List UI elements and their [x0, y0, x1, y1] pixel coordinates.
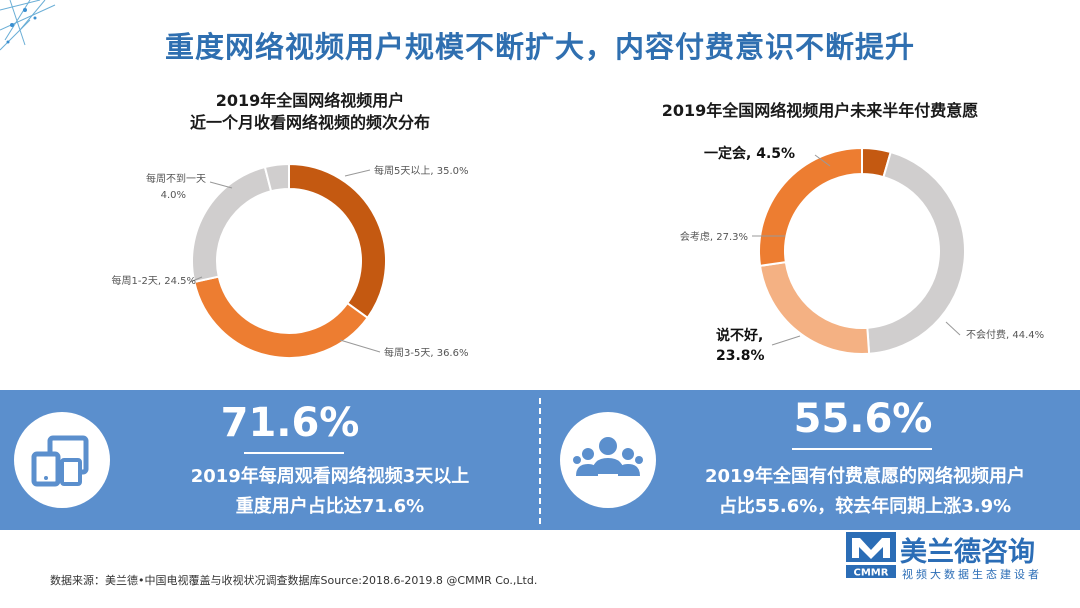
- chart1-title-line1: 2019年全国网络视频用户: [215, 91, 405, 110]
- data-source: 数据来源：美兰德•中国电视覆盖与收视状况调查数据库Source:2018.6-2…: [50, 574, 538, 587]
- band-divider: [539, 398, 541, 524]
- label-less-than-weekly-name: 每周不到一天: [146, 172, 206, 185]
- stat2-underline: [792, 448, 932, 450]
- donut1-slice-0: [288, 162, 387, 320]
- stat1-number: 71.6%: [220, 400, 360, 446]
- label-definitely: 一定会, 4.5%: [704, 145, 795, 162]
- devices-icon: [14, 412, 110, 508]
- chart1-title-line2: 近一个月收看网络视频的频次分布: [189, 113, 430, 132]
- cmmr-logo: CMMR 美兰德咨询 视频大数据生态建设者: [846, 530, 1076, 586]
- label-weekly-3-5: 每周3-5天, 36.6%: [384, 346, 468, 359]
- corner-network-decoration: [0, 0, 56, 51]
- donut-charts: 每周5天以上, 35.0% 每周不到一天 4.0% 每周1-2天, 24.5% …: [112, 145, 1045, 364]
- label-unsure-name: 说不好,: [716, 327, 763, 344]
- donut-chart-payment-intent: [758, 146, 966, 355]
- stat2-line1: 2019年全国有付费意愿的网络视频用户: [704, 466, 1026, 487]
- donut1-slice-1: [193, 275, 369, 359]
- label-weekly-1-2: 每周1-2天, 24.5%: [112, 274, 196, 287]
- donut2-slice-1: [866, 150, 966, 355]
- logo-mark-text: CMMR: [854, 568, 889, 579]
- page-title: 重度网络视频用户规模不断扩大，内容付费意识不断提升: [164, 30, 915, 64]
- donut2-slice-3: [758, 146, 863, 267]
- label-will-consider: 会考虑, 27.3%: [680, 230, 748, 243]
- logo-subtitle: 视频大数据生态建设者: [902, 568, 1042, 581]
- leader-lines: [189, 154, 961, 353]
- logo-name: 美兰德咨询: [900, 537, 1035, 568]
- stat2-number: 55.6%: [793, 396, 933, 442]
- donut-chart-frequency: [191, 162, 387, 359]
- stat1-line2: 重度用户占比达71.6%: [235, 496, 425, 517]
- label-less-than-weekly-value: 4.0%: [161, 190, 186, 201]
- stat2-description: 2019年全国有付费意愿的网络视频用户 占比55.6%，较去年同期上涨3.9%: [660, 462, 1070, 522]
- label-will-not-pay: 不会付费, 44.4%: [966, 328, 1044, 341]
- label-weekly-5plus: 每周5天以上, 35.0%: [374, 164, 469, 177]
- donut1-slice-3: [263, 162, 290, 193]
- label-unsure-value: 23.8%: [716, 348, 765, 364]
- chart1-title: 2019年全国网络视频用户 近一个月收看网络视频的频次分布: [150, 90, 470, 134]
- stat1-underline: [244, 452, 344, 454]
- chart2-title: 2019年全国网络视频用户未来半年付费意愿: [661, 101, 979, 120]
- donut2-slice-2: [758, 260, 871, 355]
- people-group-icon: [560, 412, 656, 508]
- cmmr-logo-mark: CMMR: [846, 532, 896, 579]
- stat1-line1: 2019年每周观看网络视频3天以上: [190, 466, 470, 487]
- stat2-line2: 占比55.6%，较去年同期上涨3.9%: [718, 496, 1012, 517]
- stat1-description: 2019年每周观看网络视频3天以上 重度用户占比达71.6%: [140, 462, 520, 522]
